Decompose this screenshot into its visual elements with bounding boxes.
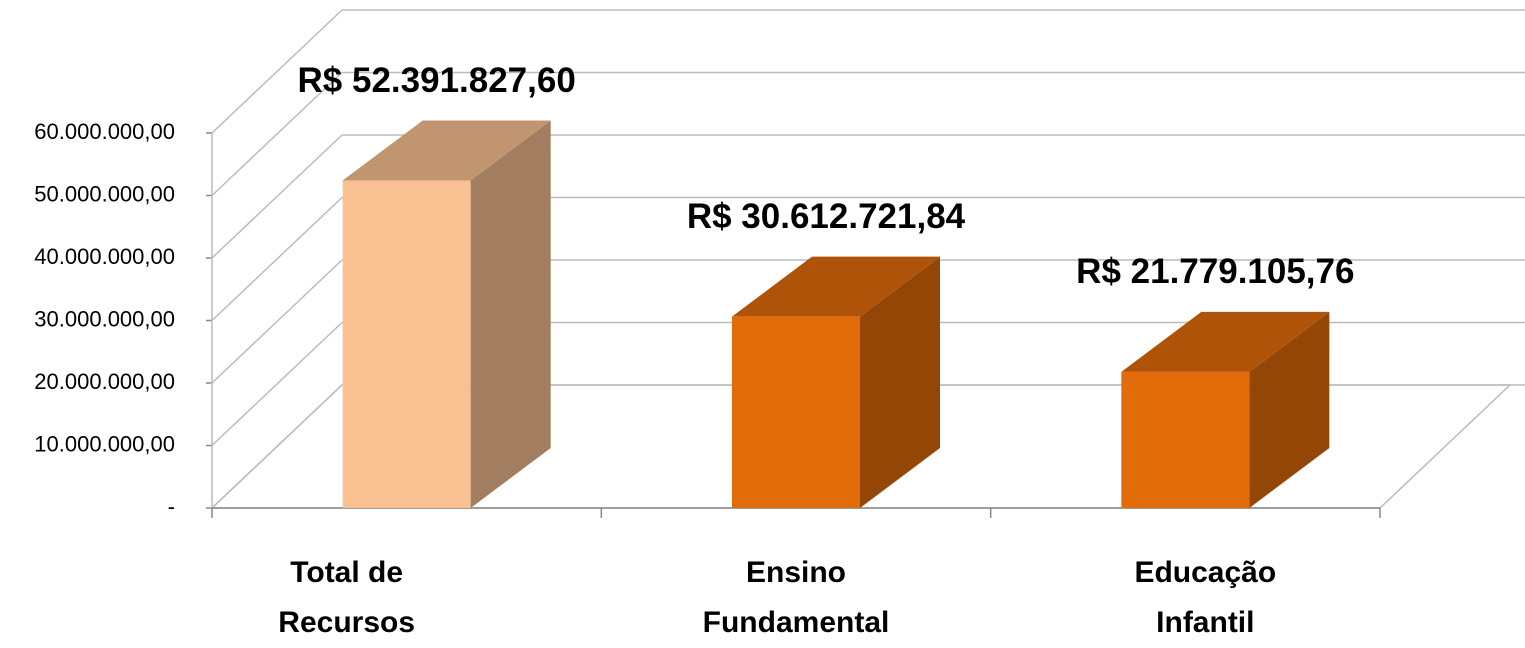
- bar: [732, 316, 860, 508]
- grid-line: [211, 196, 343, 322]
- grid-line: [211, 9, 343, 134]
- y-tick-label: 60.000.000,00: [34, 119, 175, 144]
- bar-top: [732, 256, 940, 317]
- grid-line: [211, 71, 343, 197]
- x-tick-label: Ensino Fundamental: [702, 556, 890, 639]
- bar-side: [1249, 311, 1330, 508]
- y-tick-label: 20.000.000,00: [34, 369, 175, 394]
- grid-line: [211, 321, 343, 447]
- bar: [342, 180, 471, 508]
- bar-top: [342, 120, 551, 181]
- bar-side: [860, 256, 940, 508]
- bar-side: [470, 120, 551, 508]
- y-tick-label: 40.000.000,00: [34, 244, 175, 269]
- y-tick-label: 30.000.000,00: [34, 306, 175, 331]
- grid-line: [211, 259, 343, 384]
- bar: [1121, 371, 1250, 508]
- chart: - 10.000.000,00 20.000.000,00 30.000.000,00…: [34, 9, 1525, 639]
- value-label: R$ 21.779.105,76: [1076, 252, 1354, 291]
- bar-top: [1121, 311, 1330, 372]
- grid-line: [211, 134, 343, 259]
- x-tick-label: Total de Recursos: [278, 556, 416, 639]
- chart-svg: - 10.000.000,00 20.000.000,00 30.000.000,00…: [34, 9, 1525, 519]
- y-tick-label: 50.000.000,00: [34, 181, 175, 206]
- grid-line: [211, 384, 343, 509]
- value-label: R$ 52.391.827,60: [298, 61, 576, 100]
- y-tick-label: 10.000.000,00: [34, 431, 175, 456]
- y-tick-label: -: [168, 494, 175, 519]
- value-label: R$ 30.612.721,84: [687, 197, 966, 236]
- x-tick-label: Educação Infantil: [1134, 556, 1277, 639]
